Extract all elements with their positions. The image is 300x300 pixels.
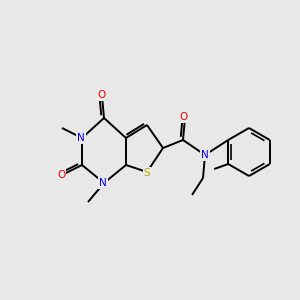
Text: N: N bbox=[201, 150, 209, 160]
Text: N: N bbox=[77, 133, 85, 143]
Text: O: O bbox=[57, 170, 65, 180]
Text: N: N bbox=[99, 178, 107, 188]
Text: O: O bbox=[98, 90, 106, 100]
Text: S: S bbox=[144, 168, 150, 178]
Text: O: O bbox=[180, 112, 188, 122]
